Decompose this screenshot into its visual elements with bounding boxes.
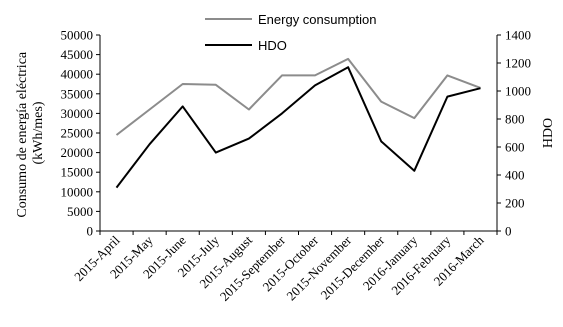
y-right-ticks: 0 200 400 600 800 1000 1200 1400 [497, 28, 531, 239]
y-axis-left-title-line1: Consumo de energía eléctrica [15, 51, 30, 218]
y-left-tick-label: 5000 [67, 204, 93, 219]
y-axis-left-title-line2: (kWh/mes) [31, 101, 46, 164]
y-left-tick-label: 40000 [61, 67, 94, 82]
y-left-tick-label: 30000 [61, 106, 94, 121]
y-right-tick-label: 600 [505, 140, 525, 155]
y-right-tick-label: 200 [505, 196, 525, 211]
y-left-tick-label: 10000 [61, 184, 94, 199]
y-right-tick-label: 800 [505, 112, 525, 127]
legend-label-hdo: HDO [258, 38, 287, 53]
legend-label-energy-consumption: Energy consumption [258, 12, 377, 27]
y-left-tick-label: 0 [87, 224, 94, 239]
y-left-tick-label: 50000 [61, 28, 94, 43]
y-left-tick-label: 15000 [61, 165, 94, 180]
y-right-tick-label: 1000 [505, 84, 531, 99]
y-left-ticks: 0 5000 10000 15000 20000 25000 30000 35000 40000… [61, 28, 100, 239]
y-right-tick-label: 1400 [505, 28, 531, 43]
legend: Energy consumption HDO [205, 12, 377, 53]
x-ticks: 2015-April2015-May2015-June2015-July2015… [71, 231, 498, 304]
y-left-tick-label: 20000 [61, 145, 94, 160]
y-left-tick-label: 35000 [61, 86, 94, 101]
series-line-energy-consumption [115, 57, 481, 136]
y-right-tick-label: 400 [505, 168, 525, 183]
y-left-tick-label: 45000 [61, 47, 94, 62]
y-left-tick-label: 25000 [61, 126, 94, 141]
y-right-tick-label: 0 [505, 224, 512, 239]
series-layer [115, 57, 481, 189]
y-right-tick-label: 1200 [505, 56, 531, 71]
y-axis-left-title: Consumo de energía eléctrica (kWh/mes) [15, 48, 46, 217]
series-line-hdo [115, 66, 481, 189]
y-axis-right-title: HDO [541, 118, 556, 148]
